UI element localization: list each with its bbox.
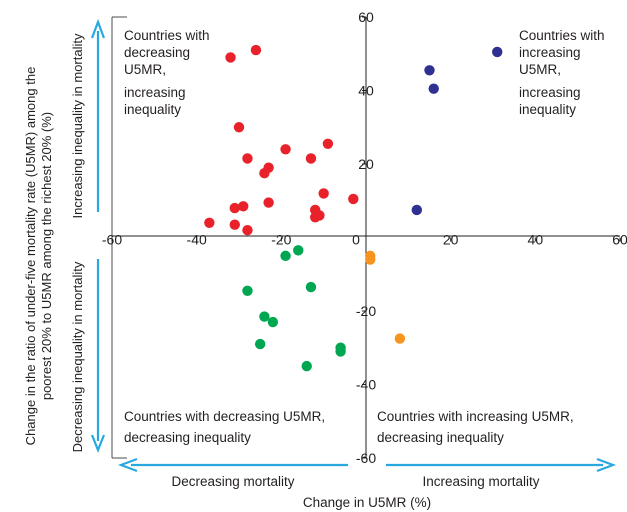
x-tick-label: 60	[612, 232, 627, 248]
quadrant-label-bottom-left: Countries with decreasing U5MR, decreasi…	[124, 409, 329, 445]
data-point	[259, 167, 270, 179]
data-point	[238, 201, 249, 212]
data-point	[263, 197, 274, 208]
y-tick-label: -60	[356, 450, 376, 466]
x-tick-label: 40	[528, 232, 544, 248]
y-axis-label-line2: poorest 20% to U5MR among the richest 20…	[39, 112, 54, 400]
data-point	[365, 254, 376, 265]
data-point	[242, 285, 253, 296]
data-point	[305, 281, 317, 293]
right-arrow	[386, 457, 617, 473]
x-tick-label: 0	[352, 232, 360, 248]
y-tick-label: 40	[358, 83, 374, 99]
up-arrow	[90, 18, 106, 212]
right-arrow-label: Increasing mortality	[422, 474, 539, 489]
data-point	[229, 202, 240, 214]
axis-ticks: -60 -40 -20 0 20 40 60 60 40 20 -20 -40 -60	[102, 9, 627, 466]
data-point	[411, 204, 422, 216]
x-axis-label: Change in U5MR (%)	[303, 495, 431, 510]
data-point	[394, 333, 406, 344]
up-arrow-label: Increasing inequality in mortality	[70, 33, 85, 218]
data-point	[204, 217, 215, 228]
down-arrow-label: Decreasing inequality in mortality	[70, 261, 85, 452]
y-tick-label: -20	[356, 303, 376, 319]
down-arrow	[90, 259, 106, 453]
data-point	[233, 122, 245, 133]
data-point	[242, 224, 253, 236]
data-point	[254, 338, 266, 350]
data-point	[225, 52, 236, 63]
data-point	[280, 250, 291, 262]
x-tick-label: 20	[443, 232, 459, 248]
y-axis-label-line1: Change in the ratio of under-five mortal…	[23, 67, 38, 446]
data-point	[293, 245, 304, 256]
data-point	[267, 316, 279, 328]
data-point	[259, 311, 270, 322]
y-tick-label: 20	[358, 156, 374, 172]
data-point	[305, 153, 317, 164]
data-point	[250, 44, 262, 56]
data-point	[335, 346, 346, 357]
data-point	[318, 188, 329, 199]
x-tick-label: -60	[102, 232, 122, 248]
y-tick-label: -40	[356, 377, 376, 393]
data-point	[492, 46, 503, 58]
data-point	[310, 212, 321, 223]
data-point	[428, 83, 439, 94]
data-point	[424, 65, 435, 76]
y-tick-label: 60	[358, 9, 374, 25]
left-arrow	[117, 457, 348, 473]
data-point	[242, 153, 253, 164]
data-point	[348, 193, 359, 205]
data-point	[280, 144, 291, 155]
quadrant-label-bottom-right: Countries with increasing U5MR, decreasi…	[377, 409, 577, 445]
quadrant-label-top-right: Countries with increasing U5MR, increasi…	[519, 28, 608, 117]
quadrant-label-top-left: Countries with decreasing U5MR, increasi…	[124, 28, 213, 117]
data-point	[301, 360, 312, 372]
data-point	[229, 219, 240, 230]
data-points	[204, 44, 503, 372]
data-point	[322, 138, 334, 149]
x-tick-label: -40	[187, 232, 207, 248]
x-tick-label: -20	[271, 232, 291, 248]
left-arrow-label: Decreasing mortality	[171, 474, 294, 489]
